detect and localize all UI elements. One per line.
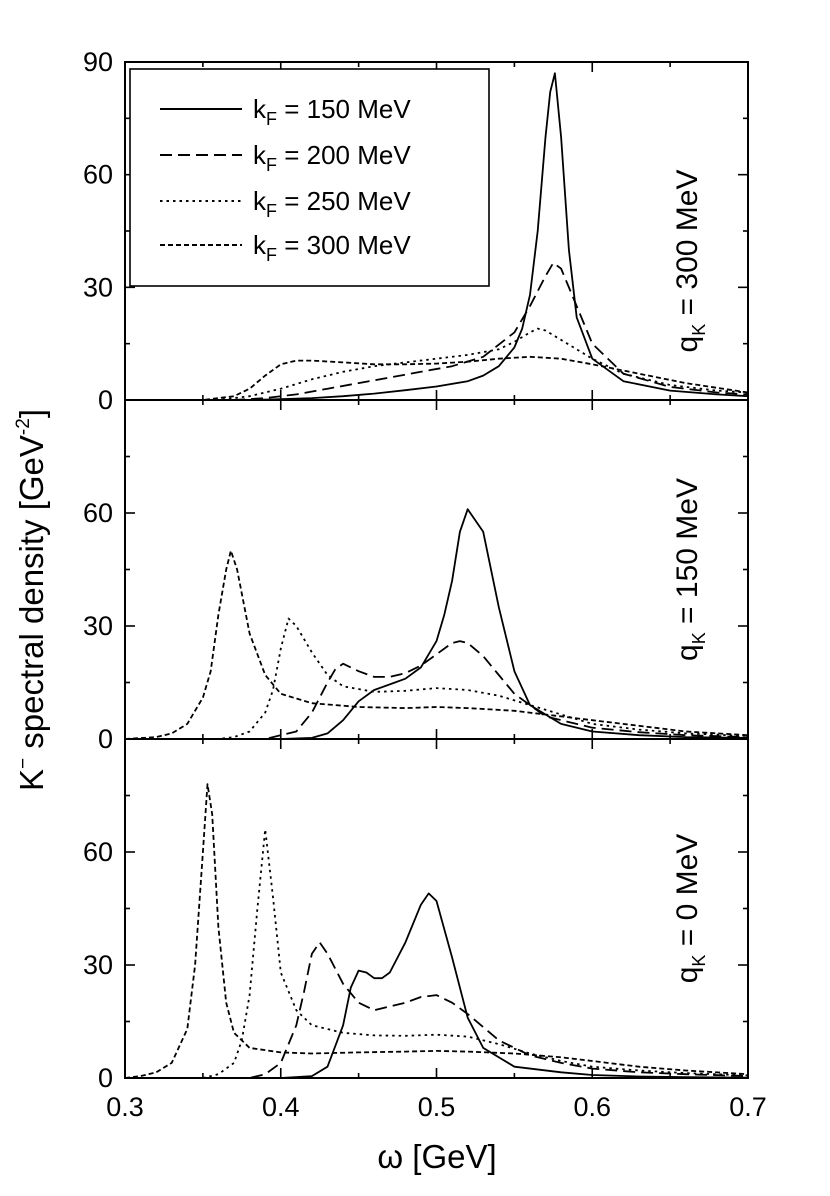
panel-3: 0 30 60 qK = 0 MeV — [83, 738, 749, 1093]
y-axis-title-sup: − — [13, 758, 34, 769]
y-axis-title-rest: spectral density [GeV — [13, 435, 50, 758]
legend-entry-4: kF = 300 MeV — [160, 230, 411, 265]
series-line-panel3-3 — [125, 828, 749, 1079]
x-tick-label: 0.5 — [418, 1092, 456, 1122]
y-tick-label: 60 — [83, 498, 113, 528]
series-line-panel2-1 — [125, 508, 749, 740]
legend-label-1: kF = 150 MeV — [253, 94, 411, 129]
y-axis-title-unit-sup: -2 — [13, 418, 34, 435]
panel-label-3: qK = 0 MeV — [671, 834, 709, 984]
x-axis-title: ω [GeV] — [377, 1138, 496, 1175]
x-tick-labels: 0.3 0.4 0.5 0.6 0.7 — [106, 1092, 767, 1122]
y-tick-label: 30 — [83, 611, 113, 641]
panel-label-1: qK = 300 MeV — [671, 170, 709, 353]
series-line-panel1-4 — [125, 355, 749, 401]
legend-label-3: kF = 250 MeV — [253, 186, 411, 221]
series-line-panel2-3 — [125, 617, 749, 740]
legend-entry-1: kF = 150 MeV — [160, 94, 411, 129]
y-tick-label: 60 — [83, 160, 113, 190]
y-tick-label: 0 — [98, 724, 113, 754]
panel-1: 0 30 60 90 qK = 300 MeV — [83, 47, 749, 415]
y-tick-label: 0 — [98, 1063, 113, 1093]
legend-entry-3: kF = 250 MeV — [160, 186, 411, 221]
x-tick-label: 0.6 — [573, 1092, 611, 1122]
legend-label-4: kF = 300 MeV — [253, 230, 411, 265]
y-axis-title-k: K — [13, 769, 50, 791]
series-line-panel2-4 — [124, 549, 749, 740]
series-line-panel3-4 — [124, 783, 749, 1079]
legend-label-2: kF = 200 MeV — [253, 140, 411, 175]
y-tick-label: 90 — [83, 47, 113, 77]
y-tick-label: 30 — [83, 272, 113, 302]
x-tick-label: 0.4 — [262, 1092, 300, 1122]
y-tick-label: 30 — [83, 950, 113, 980]
panels-group: 0 30 60 90 qK = 300 MeV 0 30 60 qK = 150 MeV 0 30 6… — [83, 47, 749, 1093]
legend-entry-2: kF = 200 MeV — [160, 140, 411, 175]
y-axis-title-close: ] — [13, 409, 50, 418]
legend-box — [129, 68, 490, 287]
series-line-panel3-2 — [125, 941, 749, 1079]
y-tick-label: 60 — [83, 837, 113, 867]
series-line-panel2-2 — [125, 640, 749, 740]
series-line-panel1-2 — [125, 262, 749, 401]
panel-label-2: qK = 150 MeV — [671, 478, 709, 661]
x-tick-label: 0.7 — [729, 1092, 767, 1122]
panel-frame-3 — [124, 738, 749, 1079]
y-axis-title: K− spectral density [GeV-2] — [13, 409, 50, 791]
legend: kF = 150 MeV kF = 200 MeV kF = 250 MeV k… — [129, 68, 490, 287]
panel-2: 0 30 60 qK = 150 MeV — [83, 399, 749, 754]
y-tick-label: 0 — [98, 385, 113, 415]
x-tick-label: 0.3 — [106, 1092, 144, 1122]
